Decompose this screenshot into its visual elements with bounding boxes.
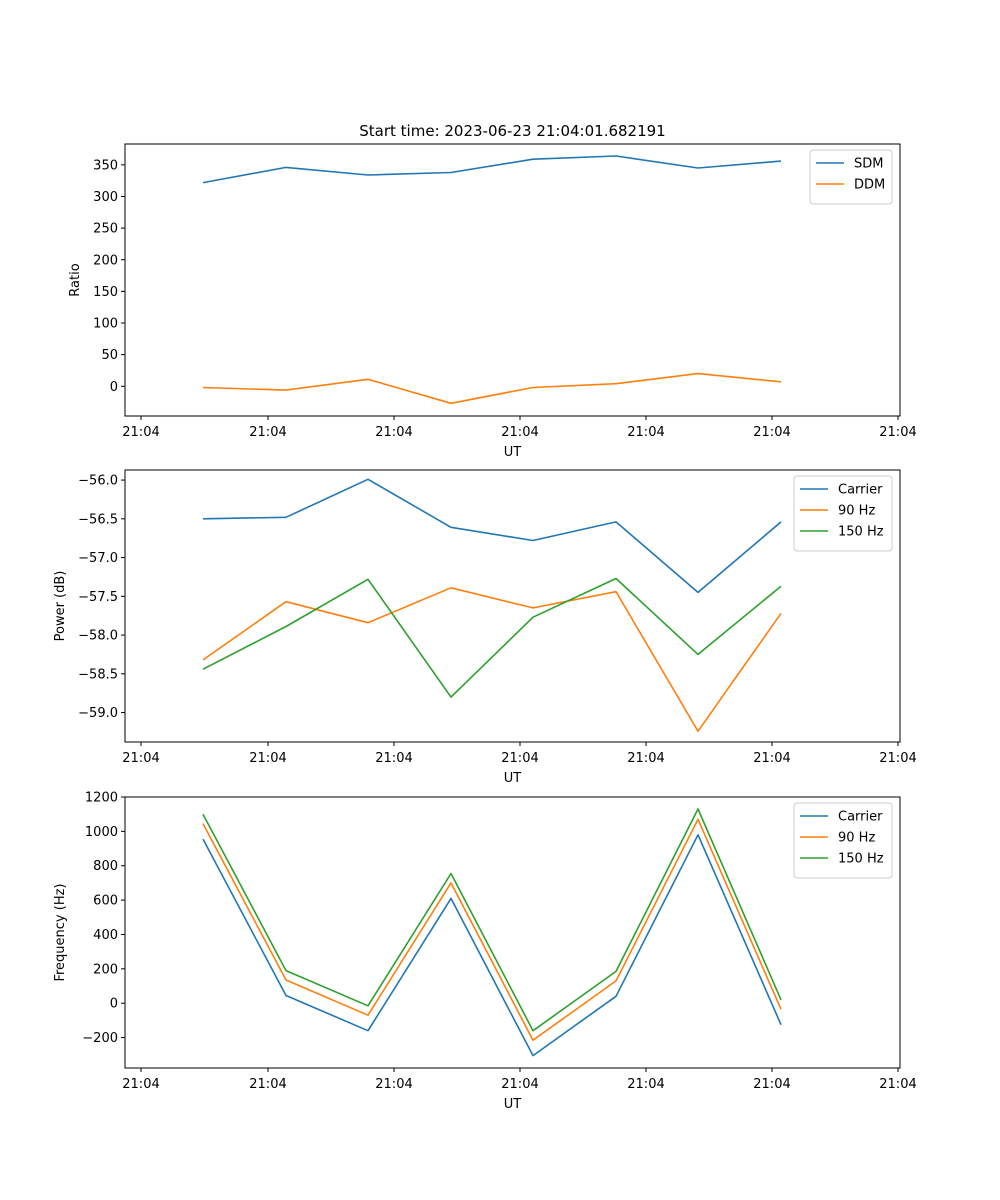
y-tick-label: −58.0 (78, 629, 118, 644)
series-line-carrier (202, 478, 782, 594)
legend-box (793, 802, 893, 879)
x-axis-label: UT (504, 1097, 522, 1112)
x-axis-label: UT (504, 445, 522, 460)
x-tick-label: 21:04 (249, 751, 286, 766)
legend-box (793, 475, 893, 552)
legend-label: 90 Hz (838, 504, 875, 519)
x-tick-label: 21:04 (249, 425, 286, 440)
x-axis-label: UT (504, 771, 522, 786)
y-tick-label: 100 (93, 317, 118, 332)
y-tick-label: 0 (110, 997, 118, 1012)
y-tick-label: −56.0 (78, 474, 118, 489)
x-tick-label: 21:04 (249, 1077, 286, 1092)
legend-label: 150 Hz (838, 852, 884, 867)
series-line-sdm (202, 155, 782, 184)
x-tick-label: 21:04 (501, 1077, 538, 1092)
y-tick-label: −57.0 (78, 551, 118, 566)
x-tick-label: 21:04 (753, 425, 790, 440)
y-tick-label: −56.5 (78, 512, 118, 527)
legend-label: DDM (854, 178, 885, 193)
x-tick-label: 21:04 (122, 1077, 159, 1092)
y-tick-label: 350 (93, 158, 118, 173)
legend-label: Carrier (838, 810, 883, 825)
series-line-90-hz (202, 586, 782, 733)
subplot-3: −200 0 200 400 600 800 1000 1200 21:04 21:04 21:04… (53, 791, 917, 1113)
x-tick-label: 21:04 (753, 751, 790, 766)
legend-label: SDM (854, 157, 883, 172)
y-tick-label: −57.5 (78, 590, 118, 605)
y-axis-label: Frequency (Hz) (53, 883, 68, 981)
series-line-150-hz (202, 808, 782, 1032)
subplot-1: 0 50 100 150 200 250 300 350 21:04 21:04 21:04 21:0… (68, 143, 917, 460)
y-tick-label: 0 (110, 380, 118, 395)
y-tick-label: 1200 (85, 791, 118, 806)
x-tick-label: 21:04 (501, 425, 538, 440)
axes-frame (124, 143, 901, 417)
x-tick-label: 21:04 (375, 751, 412, 766)
axes-frame (124, 469, 901, 743)
y-tick-label: 200 (93, 962, 118, 977)
x-tick-label: 21:04 (375, 425, 412, 440)
y-tick-label: 250 (93, 222, 118, 237)
x-tick-label: 21:04 (879, 751, 916, 766)
y-tick-label: 150 (93, 285, 118, 300)
x-tick-label: 21:04 (122, 751, 159, 766)
subplot-2: −59.0 −58.5 −58.0 −57.5 −57.0 −56.5 −56.0 21:04… (53, 469, 917, 786)
y-tick-label: 50 (101, 348, 118, 363)
x-tick-label: 21:04 (122, 425, 159, 440)
x-tick-label: 21:04 (501, 751, 538, 766)
x-tick-label: 21:04 (375, 1077, 412, 1092)
series-line-ddm (202, 372, 782, 405)
y-tick-label: 1000 (85, 825, 118, 840)
legend-label: 150 Hz (838, 525, 884, 540)
x-tick-label: 21:04 (879, 425, 916, 440)
y-tick-label: 800 (93, 859, 118, 874)
y-tick-label: 400 (93, 928, 118, 943)
axes-frame (124, 796, 901, 1069)
figure-title: Start time: 2023-06-23 21:04:01.682191 (359, 122, 665, 140)
y-tick-label: −59.0 (78, 706, 118, 721)
x-tick-label: 21:04 (627, 751, 664, 766)
legend-label: 90 Hz (838, 831, 875, 846)
y-tick-label: −58.5 (78, 667, 118, 682)
x-tick-label: 21:04 (627, 1077, 664, 1092)
y-tick-label: 300 (93, 190, 118, 205)
x-tick-label: 21:04 (879, 1077, 916, 1092)
x-tick-label: 21:04 (753, 1077, 790, 1092)
y-tick-label: 600 (93, 894, 118, 909)
y-axis-label: Power (dB) (53, 571, 68, 642)
series-line-carrier (202, 833, 782, 1057)
series-line-90-hz (202, 818, 782, 1041)
x-tick-label: 21:04 (627, 425, 664, 440)
y-tick-label: −200 (82, 1031, 118, 1046)
y-axis-label: Ratio (68, 263, 83, 296)
series-line-150-hz (202, 577, 782, 698)
legend-label: Carrier (838, 483, 883, 498)
y-tick-label: 200 (93, 253, 118, 268)
